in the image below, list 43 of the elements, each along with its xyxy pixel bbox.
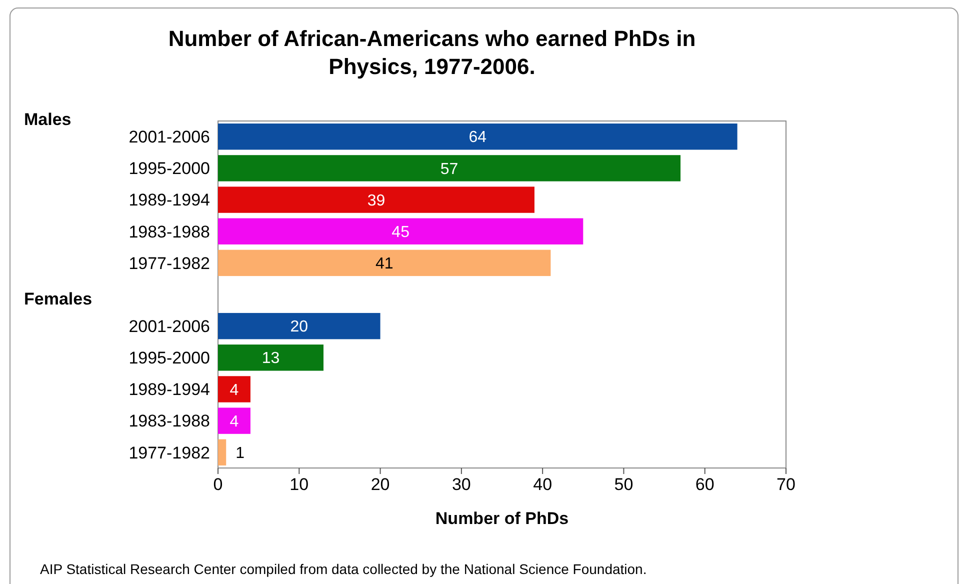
y-tick-label: 1977-1982	[128, 443, 210, 462]
y-tick-label: 1983-1988	[128, 412, 210, 431]
y-tick-label: 1989-1994	[128, 190, 210, 210]
text: Males	[24, 110, 72, 129]
bar	[218, 124, 738, 150]
bar	[218, 408, 250, 434]
x-tick-label: 40	[533, 475, 552, 494]
bar	[218, 439, 226, 466]
data-label: 20	[290, 318, 308, 336]
data-label: 64	[468, 129, 487, 146]
bar	[218, 155, 681, 182]
bar	[218, 186, 534, 213]
data-label: 4	[230, 382, 239, 399]
x-tick-label: 50	[614, 475, 634, 494]
x-tick-label: 70	[776, 475, 796, 494]
data-label: 4	[230, 413, 239, 430]
x-tick-label: 20	[370, 475, 390, 494]
data-label: 39	[367, 192, 386, 210]
y-tick-label: 1995-2000	[128, 159, 210, 178]
x-tick-label: 60	[695, 475, 714, 494]
text: AIP Statistical Research Center compiled from data collected by the National Science Foundation.	[40, 561, 647, 577]
x-axis-title: Number of PhDs	[435, 509, 569, 528]
y-tick-label: 2001-2006	[128, 317, 210, 336]
data-label: 45	[392, 224, 410, 241]
data-label: 13	[262, 350, 280, 368]
y-tick-label: 2001-2006	[128, 128, 210, 147]
y-tick-label: 1989-1994	[128, 380, 210, 400]
data-label: 57	[440, 160, 458, 178]
bar	[218, 218, 584, 244]
bar	[218, 312, 380, 340]
bar	[218, 344, 324, 371]
bar	[218, 250, 551, 276]
y-tick-label: 1995-2000	[128, 348, 210, 368]
y-tick-label: 1977-1982	[128, 254, 210, 273]
chart-title: Number of African-Americans who earned PhDs in Physics, 1977-2006.	[168, 26, 696, 79]
bar	[218, 376, 250, 402]
y-tick-label: 1983-1988	[128, 222, 210, 242]
x-tick-label: 0	[213, 475, 223, 494]
data-label: 1	[236, 444, 245, 462]
data-label: 41	[375, 256, 394, 273]
text: Females	[24, 289, 92, 308]
x-tick-label: 30	[452, 475, 471, 494]
x-tick-label: 10	[290, 475, 309, 494]
